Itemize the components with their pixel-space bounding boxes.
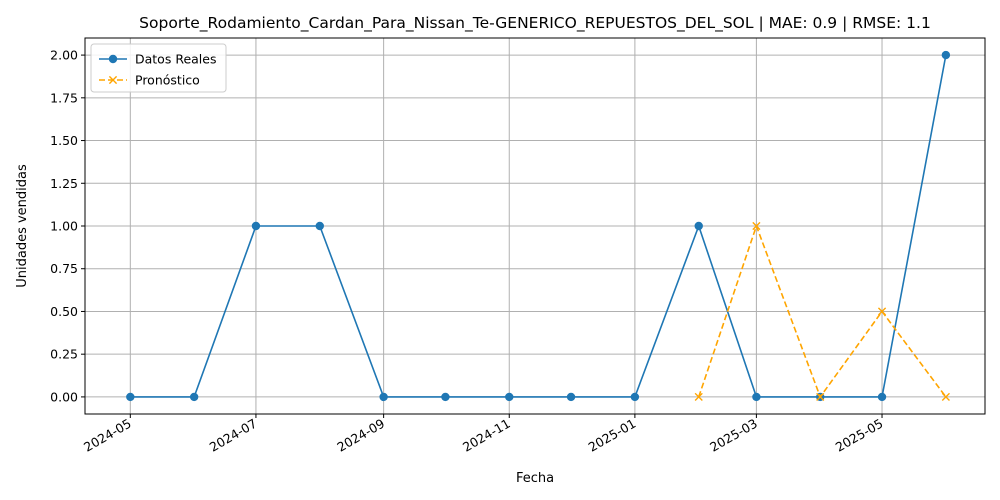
data-point <box>694 392 703 402</box>
data-point <box>505 392 514 402</box>
legend-box <box>90 43 227 93</box>
series-layer <box>126 50 951 402</box>
legend-swatch-marker <box>108 54 118 64</box>
x-tick-label: 2024-05 <box>81 416 134 455</box>
data-point <box>941 392 950 402</box>
data-point <box>877 307 887 316</box>
marker-stroke <box>108 75 118 85</box>
marker-stroke <box>941 392 950 402</box>
legend: Datos Reales Pronóstico <box>90 43 227 93</box>
data-point <box>189 392 199 402</box>
marker-stroke <box>816 392 825 402</box>
data-point <box>630 392 640 402</box>
axis-layer: 0.00 0.25 0.50 0.75 1.00 1.25 1.50 1.75 2.00 2024… <box>50 48 885 455</box>
x-tick-label: 2025-03 <box>707 416 760 455</box>
y-tick-label: 1.75 <box>50 90 78 105</box>
data-point <box>941 50 951 60</box>
marker-stroke <box>694 392 703 402</box>
x-tick-label: 2025-05 <box>833 416 886 455</box>
x-tick-label: 2025-01 <box>586 416 639 455</box>
data-point <box>566 392 576 402</box>
y-tick-label: 0.00 <box>50 389 78 404</box>
y-tick-label: 0.50 <box>50 304 78 319</box>
y-tick-label: 0.25 <box>50 347 78 362</box>
data-point <box>315 221 324 231</box>
data-point <box>126 392 135 402</box>
y-tick-label: 1.50 <box>50 133 78 148</box>
y-tick-label: 1.25 <box>50 176 78 191</box>
data-point <box>379 392 388 402</box>
legend-label: Pronóstico <box>135 73 200 88</box>
data-point <box>816 392 825 402</box>
y-tick-label: 0.75 <box>50 261 78 276</box>
x-axis-label: Fecha <box>516 471 554 486</box>
data-point <box>441 392 450 402</box>
y-axis-label: Unidades vendidas <box>15 164 30 288</box>
data-point <box>251 221 261 231</box>
x-tick-label: 2024-09 <box>334 416 387 455</box>
marker-stroke <box>752 221 761 231</box>
x-tick-label: 2024-07 <box>207 416 260 455</box>
data-point <box>752 392 761 402</box>
data-point <box>694 221 703 231</box>
data-point <box>877 392 887 402</box>
chart-title: Soporte_Rodamiento_Cardan_Para_Nissan_Te… <box>139 14 931 33</box>
data-point <box>752 221 761 231</box>
marker-stroke <box>877 307 887 316</box>
y-tick-label: 1.00 <box>50 219 78 234</box>
legend-label: Datos Reales <box>135 52 216 67</box>
series-line <box>130 54 947 398</box>
y-tick-label: 2.00 <box>50 48 78 63</box>
grid-layer <box>85 38 985 414</box>
legend-swatch-marker <box>108 75 118 85</box>
x-tick-label: 2024-11 <box>460 416 513 455</box>
